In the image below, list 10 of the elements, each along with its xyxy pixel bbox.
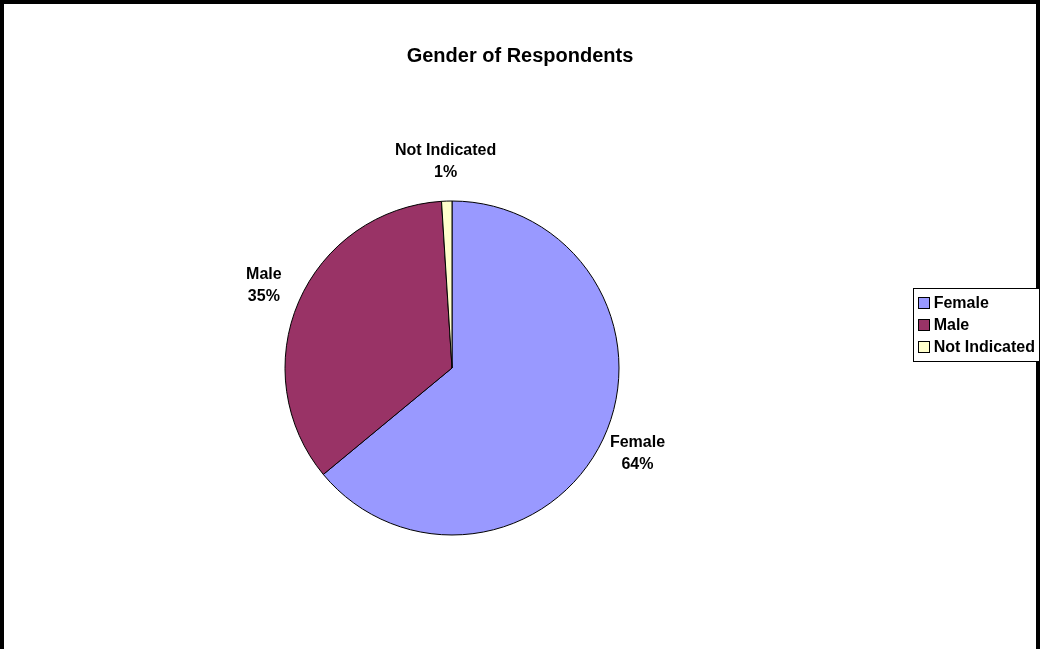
data-label: 35% [247, 286, 280, 304]
legend-label: Female [933, 293, 989, 312]
chart-title: Gender of Respondents [405, 44, 635, 67]
slice-label: Female [609, 433, 666, 451]
data-label: 1% [434, 163, 458, 181]
data-label: 64% [621, 455, 654, 473]
legend-label: Not Indicated [933, 337, 1035, 356]
slice-label: Not Indicated [394, 141, 497, 159]
legend-label: Male [933, 315, 970, 334]
slice-label: Male [246, 264, 282, 282]
